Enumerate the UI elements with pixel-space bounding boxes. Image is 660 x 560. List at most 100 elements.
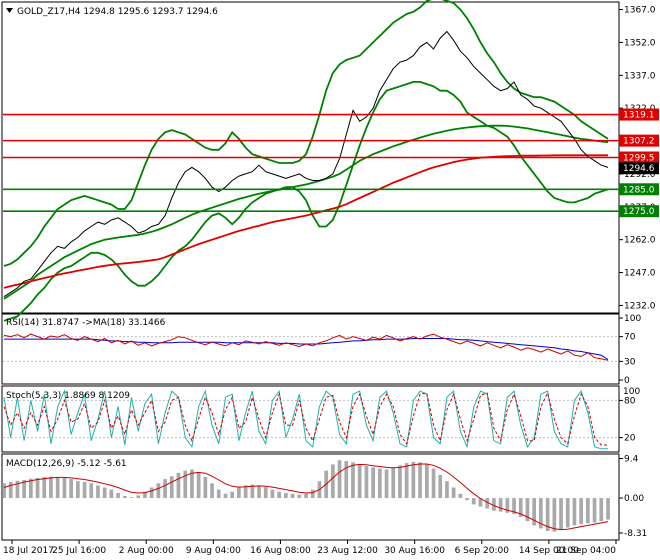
macd-hist-bar [592, 498, 597, 523]
stoch-top-label: 100 [623, 387, 640, 397]
macd-tick-label-1: 0.00 [624, 494, 644, 504]
macd-hist-bar [196, 472, 201, 499]
level-badge-3 [619, 183, 659, 196]
ma200-line [3, 154, 608, 289]
macd-hist-bar [471, 498, 476, 505]
macd-hist-bar [290, 493, 295, 498]
macd-hist-bar [445, 481, 449, 498]
macd-hist-bar [96, 485, 100, 498]
price-tick-label-7: 1337.0 [624, 71, 656, 81]
macd-hist-bar [183, 470, 188, 498]
macd-hist-bar [431, 468, 436, 498]
macd-hist-bar [163, 479, 167, 498]
rsi-plot [3, 333, 619, 362]
macd-hist-bar [237, 487, 241, 498]
macd-hist-bar [109, 489, 114, 498]
rsi-tick-label-0: 0 [624, 376, 630, 386]
macd-hist-bar [378, 468, 382, 498]
macd-hist-bar [263, 487, 268, 498]
level-badge-0 [619, 108, 659, 121]
price-tick-label-8: 1352.0 [624, 38, 656, 48]
stoch-signal-line [3, 391, 608, 446]
rsi-tick-label-3: 100 [624, 314, 641, 324]
macd-hist-bar [89, 483, 94, 498]
stoch-title: Stoch(5,3,3) 1.8869 8.1209 [6, 391, 130, 401]
macd-hist-bar [210, 483, 214, 498]
macd-hist-bar [116, 493, 120, 498]
macd-hist-bar [62, 477, 67, 499]
x-tick-label-4: 16 Aug 08:00 [250, 546, 311, 556]
macd-hist-bar [270, 489, 275, 498]
macd-hist-bar [35, 477, 40, 499]
macd-hist-bar [69, 479, 73, 498]
macd-hist-bar [203, 477, 208, 498]
x-tick-label-8: 14 Sep 00:00 [519, 546, 579, 556]
macd-hist-bar [156, 483, 161, 498]
price-tick-label-4: 1292.0 [624, 170, 656, 180]
level-badge-2 [619, 151, 659, 164]
level-label-3: 1285.0 [623, 185, 655, 195]
current-price-badge [619, 162, 659, 175]
macd-hist-bar [525, 498, 530, 522]
rsi-panel [1, 313, 620, 385]
price-tick-label-2: 1262.0 [624, 236, 656, 246]
macd-hist-bar [82, 482, 87, 499]
x-tick-label-7: 6 Sep 20:00 [455, 546, 510, 556]
level-badge-1 [619, 134, 659, 147]
macd-hist-bar [512, 498, 516, 515]
axes: 1232.01247.01262.01277.01292.01307.01322… [3, 6, 659, 556]
level-label-2: 1299.5 [623, 154, 655, 164]
symbol-arrow-icon [6, 8, 13, 13]
macd-hist-bar [15, 480, 20, 498]
macd-hist-bar [371, 467, 375, 499]
macd-hist-bar [552, 498, 557, 532]
macd-hist-bar [586, 498, 590, 524]
macd-hist-bar [559, 498, 563, 530]
macd-hist-bar [55, 477, 60, 498]
macd-hist-bar [102, 487, 107, 498]
stoch-tick-label-1: 80 [624, 396, 636, 406]
x-tick-label-5: 23 Aug 12:00 [317, 546, 378, 556]
rsi-line [3, 333, 609, 361]
macd-hist-bar [136, 495, 141, 498]
macd-hist-bar [606, 498, 610, 520]
macd-hist-bar [545, 498, 550, 531]
macd-hist-bar [465, 498, 469, 501]
macd-hist-bar [123, 495, 127, 498]
macd-hist-bar [169, 476, 174, 499]
macd-hist-bar [357, 464, 362, 498]
x-tick-label-6: 30 Aug 16:00 [384, 546, 445, 556]
price-tick-label-1: 1247.0 [624, 269, 656, 279]
macd-hist-bar [257, 485, 261, 498]
level-label-0: 1319.1 [623, 111, 655, 121]
macd-hist-bar [451, 487, 456, 498]
x-tick-label-2: 2 Aug 00:00 [119, 546, 174, 556]
bollinger-upper-line [3, 0, 609, 267]
macd-hist-bar [411, 461, 416, 499]
macd-hist-bar [337, 460, 342, 498]
macd-hist-bar [42, 477, 47, 498]
macd-hist-bar [391, 467, 396, 499]
macd-hist-bar [230, 491, 234, 498]
bollinger-lower-line [3, 81, 609, 322]
macd-hist-bar [310, 489, 315, 498]
macd-hist-bar [190, 469, 194, 499]
macd-hist-bar [599, 498, 604, 522]
macd-hist-bar [438, 474, 443, 498]
macd-plot [2, 460, 610, 532]
macd-hist-bar [404, 463, 409, 498]
macd-hist-bar [297, 494, 302, 499]
stoch-tick-label-0: 20 [624, 434, 636, 444]
macd-hist-bar [364, 466, 369, 499]
chart-title: GOLD_Z17,H4 1294.8 1295.6 1293.7 1294.6 [17, 7, 218, 17]
macd-hist-bar [49, 476, 53, 498]
price-line [3, 30, 609, 298]
rsi-tick-label-2: 70 [624, 333, 636, 343]
macd-hist-bar [243, 485, 248, 498]
stoch-plot [3, 389, 619, 450]
macd-hist-bar [304, 493, 308, 498]
rsi-title: RSI(14) 31.8747 ->MA(18) 33.1466 [6, 318, 166, 328]
macd-hist-bar [22, 480, 26, 499]
macd-hist-bar [518, 498, 523, 517]
